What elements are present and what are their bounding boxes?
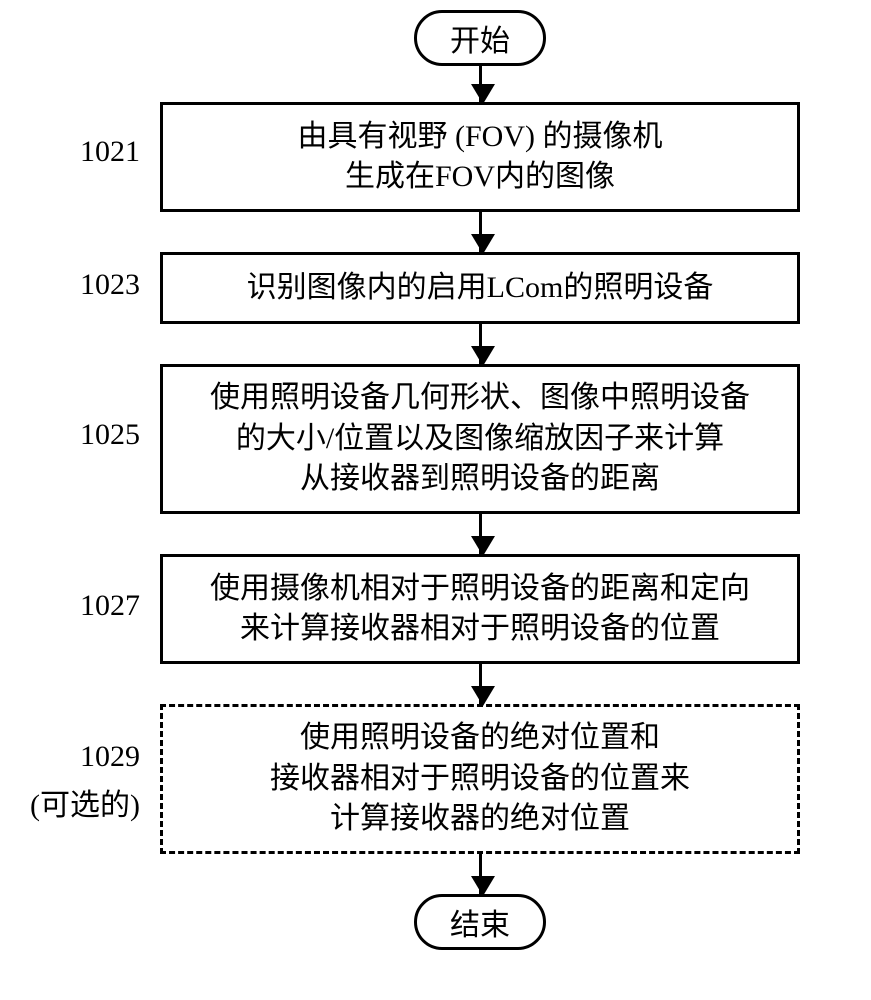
step-1027-text: 使用摄像机相对于照明设备的距离和定向 来计算接收器相对于照明设备的位置	[210, 569, 750, 650]
start-label: 开始	[450, 16, 510, 60]
arrow-1023-1025	[479, 324, 482, 364]
step-1029-text: 使用照明设备的绝对位置和 接收器相对于照明设备的位置来 计算接收器的绝对位置	[270, 718, 690, 840]
end-label: 结束	[450, 900, 510, 944]
step-1027: 使用摄像机相对于照明设备的距离和定向 来计算接收器相对于照明设备的位置	[160, 554, 800, 664]
arrow-1027-1029	[479, 664, 482, 704]
flowchart-canvas: 开始 1021 由具有视野 (FOV) 的摄像机 生成在FOV内的图像 1023…	[0, 0, 871, 1000]
arrow-1021-1023	[479, 212, 482, 252]
step-label-1025: 1025	[80, 418, 140, 452]
step-label-1029: 1029	[80, 740, 140, 774]
step-1023: 识别图像内的启用LCom的照明设备	[160, 252, 800, 324]
step-1025-text: 使用照明设备几何形状、图像中照明设备 的大小/位置以及图像缩放因子来计算 从接收…	[210, 378, 750, 500]
step-label-1023: 1023	[80, 268, 140, 302]
end-terminator: 结束	[414, 894, 546, 950]
step-1023-text: 识别图像内的启用LCom的照明设备	[247, 268, 714, 309]
step-1029: 使用照明设备的绝对位置和 接收器相对于照明设备的位置来 计算接收器的绝对位置	[160, 704, 800, 854]
step-1021: 由具有视野 (FOV) 的摄像机 生成在FOV内的图像	[160, 102, 800, 212]
step-1025: 使用照明设备几何形状、图像中照明设备 的大小/位置以及图像缩放因子来计算 从接收…	[160, 364, 800, 514]
arrow-1025-1027	[479, 514, 482, 554]
step-1021-text: 由具有视野 (FOV) 的摄像机 生成在FOV内的图像	[298, 117, 663, 198]
step-label-1027: 1027	[80, 589, 140, 623]
start-terminator: 开始	[414, 10, 546, 66]
step-label-1021: 1021	[80, 135, 140, 169]
step-sublabel-optional: (可选的)	[30, 780, 140, 824]
arrow-1029-end	[479, 854, 482, 894]
arrow-start-1021	[479, 66, 482, 102]
